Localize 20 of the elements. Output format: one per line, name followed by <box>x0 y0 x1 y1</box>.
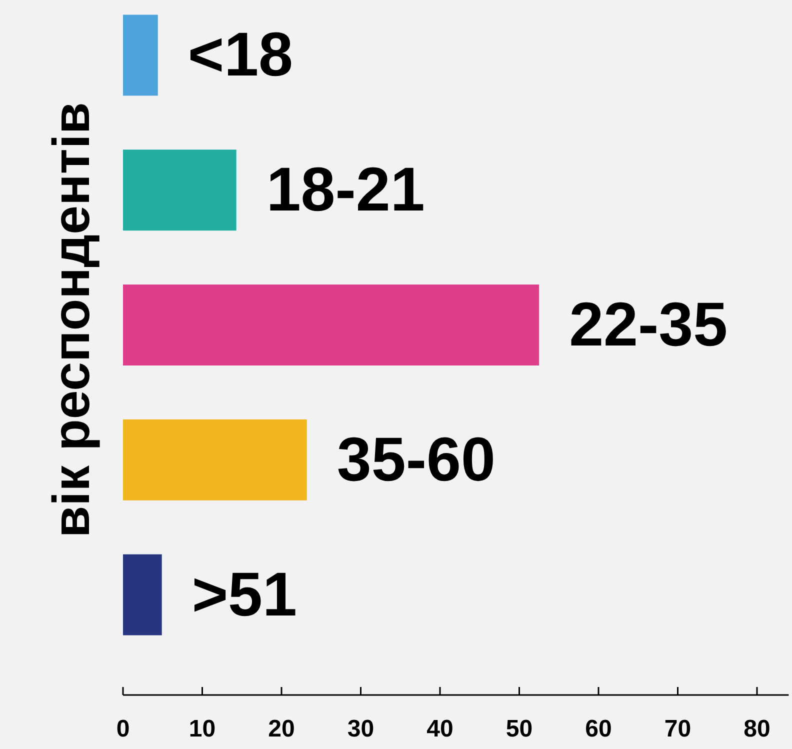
x-tick-label: 60 <box>585 716 612 742</box>
x-tick-label: 70 <box>664 716 692 742</box>
bar <box>123 150 236 231</box>
y-axis-title: вік респондентів <box>43 102 101 538</box>
x-tick-label: 80 <box>744 716 770 742</box>
x-tick-label: 10 <box>188 716 216 742</box>
y-tick-label: <18 <box>188 20 294 90</box>
y-tick-label: 18-21 <box>266 156 425 225</box>
bar <box>123 554 162 636</box>
bar <box>123 284 540 366</box>
x-tick-label: 40 <box>426 716 454 742</box>
y-tick-label: >51 <box>192 560 298 630</box>
x-tick-label: 20 <box>268 716 295 742</box>
x-tick-label: 50 <box>506 716 533 742</box>
x-tick-label: 0 <box>116 716 130 742</box>
y-tick-label: 35-60 <box>336 425 496 494</box>
bar <box>123 14 158 96</box>
y-tick-label: 22-35 <box>569 290 728 360</box>
x-tick-label: 30 <box>347 716 374 742</box>
bar <box>123 419 307 500</box>
